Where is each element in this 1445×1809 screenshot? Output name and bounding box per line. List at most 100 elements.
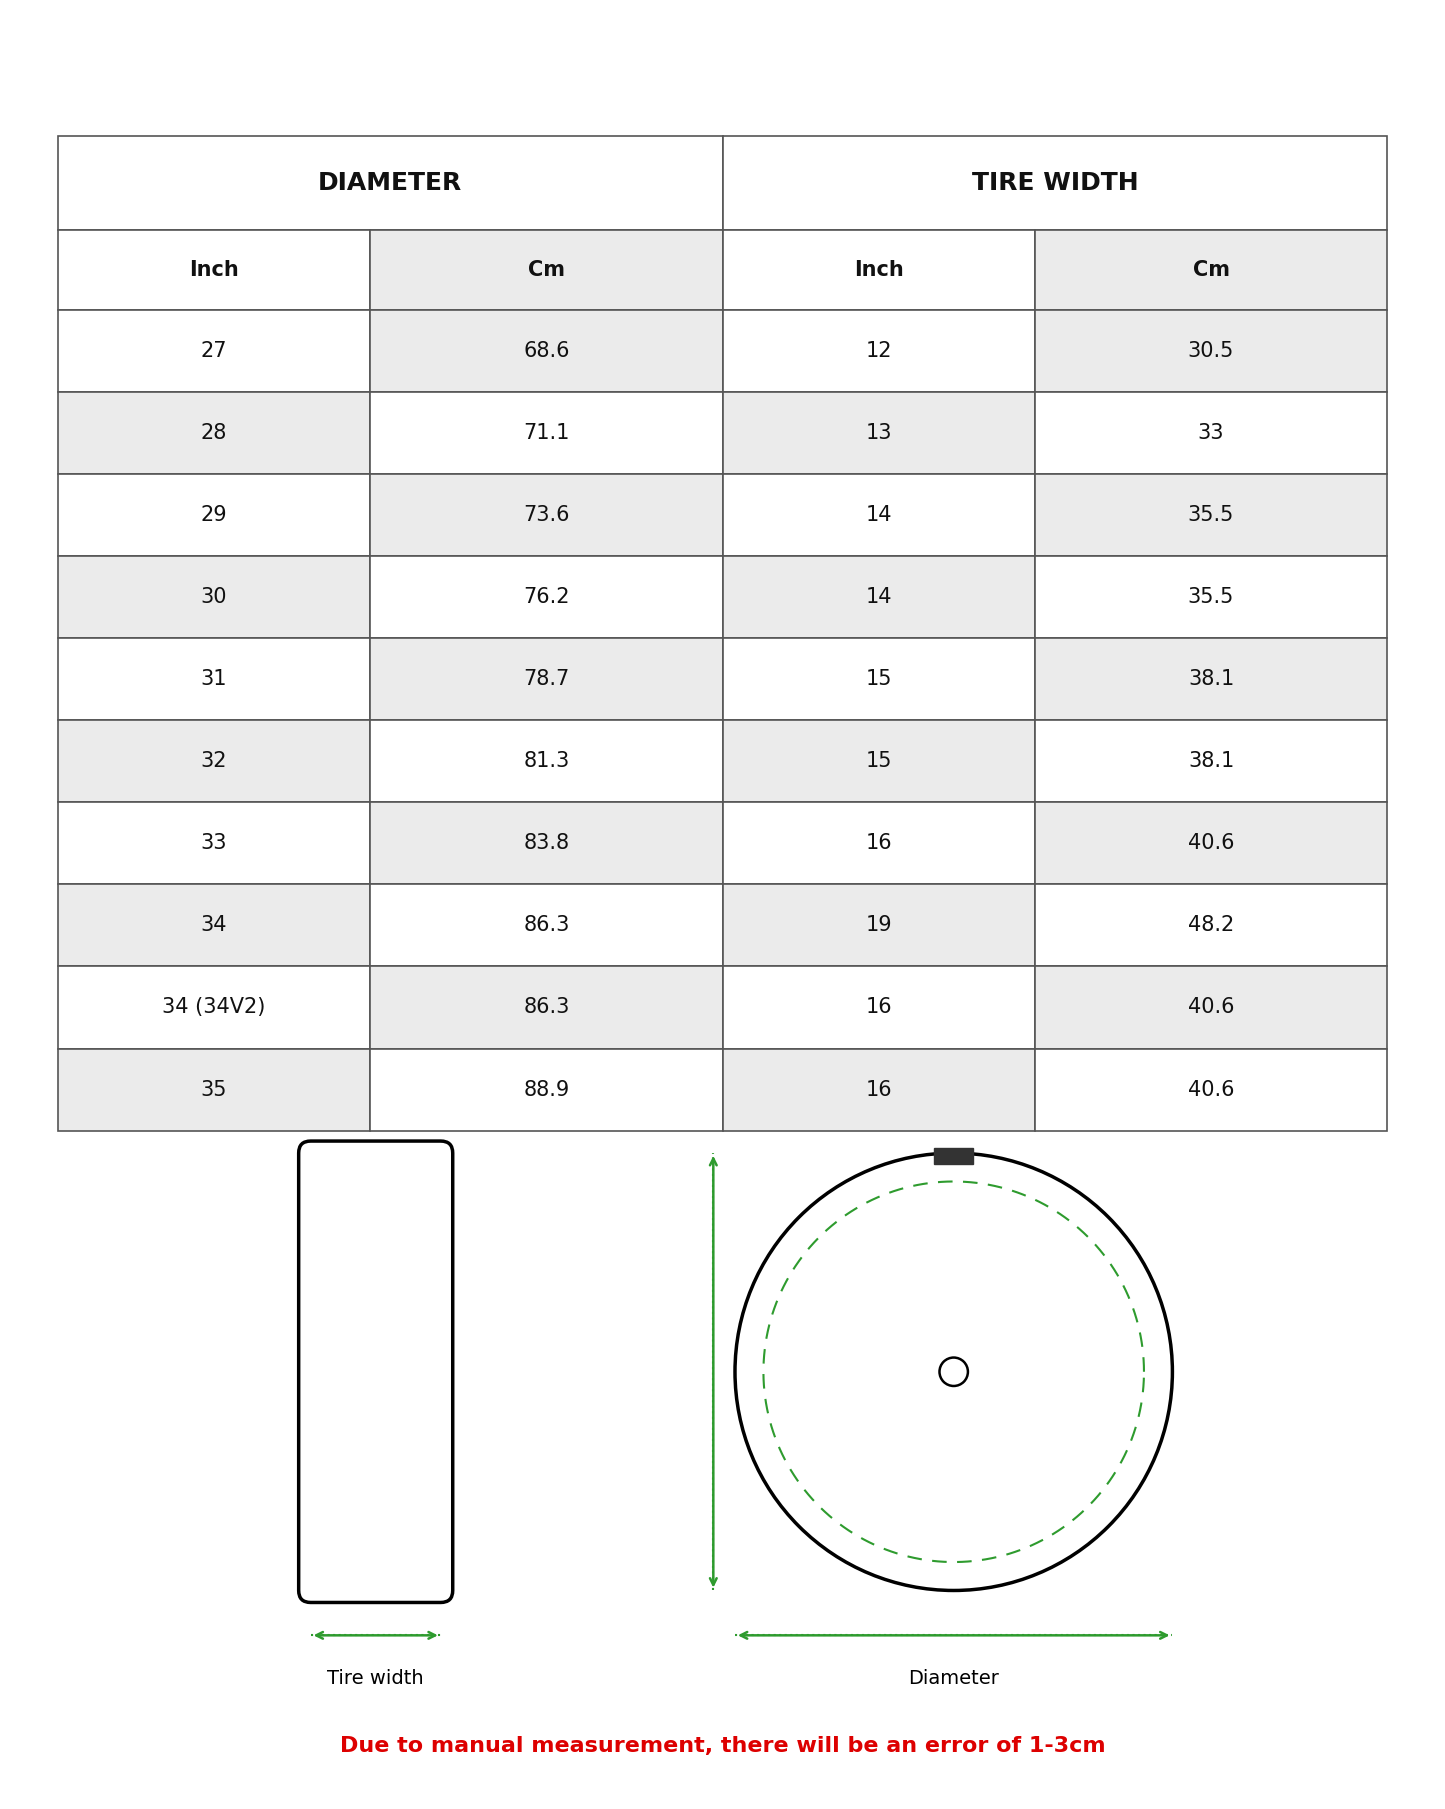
Bar [722,555,1035,639]
Text: 27: 27 [201,340,227,360]
Bar [58,803,370,885]
Text: 16: 16 [866,1080,892,1100]
Text: 71.1: 71.1 [523,423,569,443]
Text: Tire width: Tire width [328,1670,423,1688]
Text: 40.6: 40.6 [1188,997,1234,1017]
Bar [370,1049,722,1131]
Bar [1035,230,1387,309]
Bar [1035,1049,1387,1131]
Text: 34: 34 [201,915,227,935]
Text: 30.5: 30.5 [1188,340,1234,360]
Bar [1035,720,1387,803]
Text: 86.3: 86.3 [523,915,569,935]
Text: Due to manual measurement, there will be an error of 1-3cm: Due to manual measurement, there will be… [340,1735,1105,1757]
Bar [1035,555,1387,639]
Text: 15: 15 [866,751,892,771]
Text: 38.1: 38.1 [1188,751,1234,771]
Text: 14: 14 [866,588,892,608]
Text: 12: 12 [866,340,892,360]
Text: 40.6: 40.6 [1188,1080,1234,1100]
Bar [370,555,722,639]
Bar [722,639,1035,720]
Bar [1035,393,1387,474]
Bar [370,309,722,393]
Bar [722,393,1035,474]
Text: 34 (34V2): 34 (34V2) [162,997,266,1017]
Bar [722,136,1387,230]
Text: 28: 28 [201,423,227,443]
Text: 48.2: 48.2 [1188,915,1234,935]
Bar [1035,885,1387,966]
Bar [722,1049,1035,1131]
Text: 33: 33 [201,834,227,854]
Bar [370,474,722,555]
Text: 40.6: 40.6 [1188,834,1234,854]
Text: Cm: Cm [1192,260,1230,280]
Bar [722,720,1035,803]
Text: 81.3: 81.3 [523,751,569,771]
Text: 14: 14 [866,505,892,525]
Text: 16: 16 [866,834,892,854]
Bar [1035,639,1387,720]
Bar [58,555,370,639]
Bar [722,803,1035,885]
Bar [1035,803,1387,885]
Text: 78.7: 78.7 [523,669,569,689]
Bar [370,720,722,803]
Text: 30: 30 [201,588,227,608]
Bar [58,966,370,1049]
Text: 38.1: 38.1 [1188,669,1234,689]
Bar [370,639,722,720]
FancyBboxPatch shape [299,1141,452,1603]
Text: TIRE WIDTH: TIRE WIDTH [971,170,1139,195]
Bar [58,136,722,230]
Text: 35.5: 35.5 [1188,588,1234,608]
Bar [58,230,370,309]
Text: 35: 35 [201,1080,227,1100]
Text: 35.5: 35.5 [1188,505,1234,525]
Text: Inch: Inch [854,260,903,280]
Bar [370,966,722,1049]
Bar [370,803,722,885]
Text: 13: 13 [866,423,892,443]
Text: 33: 33 [1198,423,1224,443]
Text: 73.6: 73.6 [523,505,569,525]
Text: 29: 29 [201,505,227,525]
Text: 19: 19 [866,915,892,935]
Bar [370,885,722,966]
Bar [722,230,1035,309]
Text: 88.9: 88.9 [523,1080,569,1100]
Circle shape [736,1152,1172,1590]
Bar [58,309,370,393]
Bar [1035,474,1387,555]
Bar [370,230,722,309]
Text: Cm: Cm [527,260,565,280]
Bar [722,885,1035,966]
Text: 83.8: 83.8 [523,834,569,854]
Bar [58,639,370,720]
Text: SPARE TIRE COVER WITH CAMERA HOLE: SPARE TIRE COVER WITH CAMERA HOLE [224,40,1221,83]
Text: 32: 32 [201,751,227,771]
Text: 86.3: 86.3 [523,997,569,1017]
Bar [58,885,370,966]
Bar [58,720,370,803]
Circle shape [939,1357,968,1386]
Bar [722,474,1035,555]
Bar [58,393,370,474]
Bar [58,1049,370,1131]
Text: 68.6: 68.6 [523,340,569,360]
Text: DIAMETER: DIAMETER [318,170,462,195]
Text: 16: 16 [866,997,892,1017]
Text: 15: 15 [866,669,892,689]
Bar [370,393,722,474]
Bar [1035,966,1387,1049]
Text: Inch: Inch [189,260,238,280]
Text: 76.2: 76.2 [523,588,569,608]
Bar [58,474,370,555]
Bar [722,309,1035,393]
Bar [722,966,1035,1049]
Text: Diameter: Diameter [909,1670,998,1688]
Bar [933,1147,974,1163]
Text: 31: 31 [201,669,227,689]
Bar [1035,309,1387,393]
